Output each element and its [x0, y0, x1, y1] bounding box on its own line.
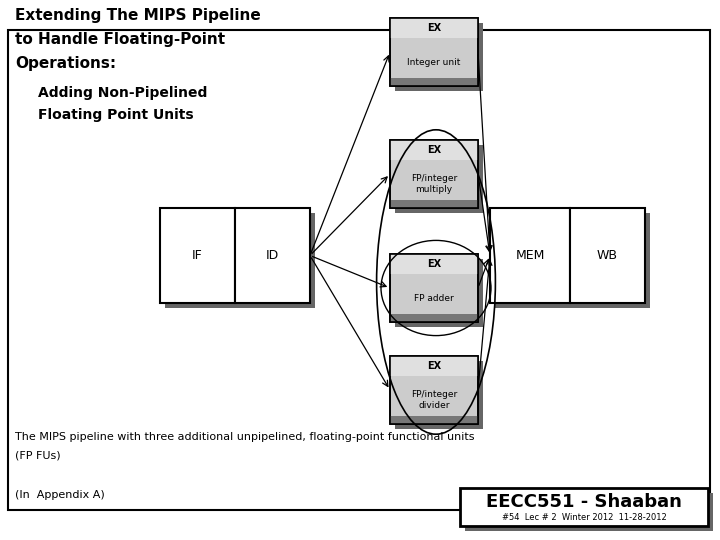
Text: ID: ID	[266, 249, 279, 262]
Text: EX: EX	[427, 145, 441, 155]
Bar	[390, 18, 478, 86]
Text: IF: IF	[192, 249, 203, 262]
Bar	[390, 140, 478, 208]
Text: #54  Lec # 2  Winter 2012  11-28-2012: #54 Lec # 2 Winter 2012 11-28-2012	[502, 513, 667, 522]
Bar	[395, 361, 483, 429]
Bar	[395, 259, 483, 327]
Bar	[390, 18, 478, 86]
Text: FP/integer
divider: FP/integer divider	[411, 390, 457, 410]
Text: FP adder: FP adder	[414, 294, 454, 303]
Bar	[165, 213, 315, 308]
Bar	[390, 18, 478, 38]
Text: EX: EX	[427, 23, 441, 33]
Bar	[390, 416, 478, 424]
Text: EX: EX	[427, 259, 441, 269]
Bar	[390, 356, 478, 424]
Text: WB: WB	[597, 249, 618, 262]
Text: EX: EX	[427, 361, 441, 371]
Text: Extending The MIPS Pipeline: Extending The MIPS Pipeline	[15, 8, 261, 23]
Bar	[495, 213, 650, 308]
Bar	[8, 30, 710, 510]
Text: FP/integer
multiply: FP/integer multiply	[411, 174, 457, 194]
Text: Floating Point Units: Floating Point Units	[38, 108, 194, 122]
Text: (In  Appendix A): (In Appendix A)	[15, 490, 104, 500]
Text: to Handle Floating-Point: to Handle Floating-Point	[15, 32, 225, 47]
Bar	[390, 356, 478, 376]
Text: The MIPS pipeline with three additional unpipelined, floating-point functional u: The MIPS pipeline with three additional …	[15, 432, 474, 442]
Text: EECC551 - Shaaban: EECC551 - Shaaban	[486, 494, 682, 511]
Text: Adding Non-Pipelined: Adding Non-Pipelined	[38, 86, 207, 100]
Bar	[490, 208, 570, 303]
Bar	[390, 356, 478, 424]
Text: Operations:: Operations:	[15, 56, 116, 71]
Bar	[390, 78, 478, 86]
Bar	[465, 493, 713, 531]
Bar	[235, 208, 310, 303]
Bar	[395, 145, 483, 213]
Bar	[390, 314, 478, 322]
Bar	[390, 254, 478, 274]
Bar	[390, 140, 478, 160]
Text: Integer unit: Integer unit	[408, 58, 461, 67]
Text: (FP FUs): (FP FUs)	[15, 450, 60, 460]
Bar	[570, 208, 645, 303]
Bar	[395, 23, 483, 91]
Bar	[390, 200, 478, 208]
Bar	[160, 208, 235, 303]
Text: MEM: MEM	[516, 249, 545, 262]
Bar	[460, 488, 708, 526]
Bar	[390, 254, 478, 322]
Bar	[390, 254, 478, 322]
Bar	[390, 140, 478, 208]
